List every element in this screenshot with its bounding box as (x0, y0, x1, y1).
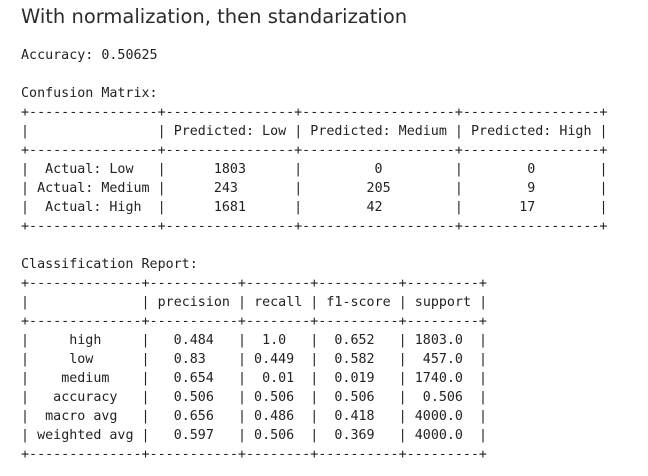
classification-report-table: +--------------+-----------+--------+---… (21, 274, 487, 464)
confusion-matrix-cell: 0 (527, 162, 536, 177)
report-border: +--------------+-----------+--------+---… (21, 276, 487, 291)
confusion-matrix-border: +----------------+----------------+-----… (21, 219, 608, 234)
report-cell: 0.506 (422, 390, 463, 405)
report-row: | medium | 0.654 | 0.01 | 0.019 | 1740.0… (21, 371, 488, 386)
report-cell: 0.019 (334, 371, 375, 386)
confusion-matrix-cell: Predicted: High (471, 124, 592, 139)
report-cell: 0.506 (254, 390, 295, 405)
confusion-matrix-cell: 0 (374, 162, 383, 177)
report-cell: high (69, 333, 102, 348)
page-title: With normalization, then standarization (21, 5, 408, 28)
report-cell: 0.582 (334, 352, 375, 367)
report-cell: 0.506 (334, 390, 375, 405)
report-row: | low | 0.83 | 0.449 | 0.582 | 457.0 | (21, 352, 488, 367)
report-cell: precision (157, 295, 230, 310)
confusion-matrix-cell: Actual: Medium (37, 181, 150, 196)
confusion-matrix-title: Confusion Matrix: (21, 86, 158, 101)
report-border: +--------------+-----------+--------+---… (21, 447, 487, 462)
report-cell: 4000.0 (414, 409, 463, 424)
confusion-matrix-cell: Actual: Low (45, 162, 134, 177)
report-row: | macro avg | 0.656 | 0.486 | 0.418 | 40… (21, 409, 488, 424)
report-cell: 0.597 (173, 428, 214, 443)
accuracy-value: 0.50625 (101, 48, 158, 63)
confusion-matrix-row: | Actual: Medium | 243 | 205 | 9 | (21, 181, 608, 196)
report-row: | high | 0.484 | 1.0 | 0.652 | 1803.0 | (21, 333, 488, 348)
confusion-matrix-cell: Actual: High (45, 200, 142, 215)
classification-report-title: Classification Report: (21, 257, 198, 272)
confusion-matrix-cell: 9 (527, 181, 536, 196)
confusion-matrix-table: +----------------+----------------+-----… (21, 103, 608, 236)
confusion-matrix-cell: 17 (519, 200, 536, 215)
report-header-row: | | precision | recall | f1-score | supp… (21, 295, 488, 310)
report-cell: 0.449 (254, 352, 295, 367)
report-cell: 0.654 (173, 371, 214, 386)
accuracy-line: Accuracy: 0.50625 (21, 46, 158, 65)
confusion-matrix-header-row: | | Predicted: Low | Predicted: Medium |… (21, 124, 608, 139)
report-cell: 0.506 (173, 390, 214, 405)
confusion-matrix-border: +----------------+----------------+-----… (21, 143, 608, 158)
report-cell: 0.418 (334, 409, 375, 424)
report-cell: recall (254, 295, 303, 310)
report-cell: 0.01 (262, 371, 295, 386)
report-cell: f1-score (326, 295, 391, 310)
confusion-matrix-cell: 42 (366, 200, 383, 215)
report-cell: 0.486 (254, 409, 295, 424)
confusion-matrix-cell: 243 (213, 181, 238, 196)
report-cell: 0.656 (173, 409, 214, 424)
report-cell: 1803.0 (414, 333, 463, 348)
report-border: +--------------+-----------+--------+---… (21, 314, 487, 329)
report-cell: 0.652 (334, 333, 375, 348)
report-cell: 1.0 (262, 333, 287, 348)
report-cell: medium (61, 371, 110, 386)
report-cell: 0.506 (254, 428, 295, 443)
confusion-matrix-row: | Actual: Low | 1803 | 0 | 0 | (21, 162, 608, 177)
report-row: | accuracy | 0.506 | 0.506 | 0.506 | 0.5… (21, 390, 488, 405)
report-cell: accuracy (53, 390, 118, 405)
confusion-matrix-cell: 1681 (213, 200, 246, 215)
report-cell: low (69, 352, 94, 367)
report-cell: 4000.0 (414, 428, 463, 443)
confusion-matrix-cell: 205 (366, 181, 391, 196)
report-cell: 0.83 (173, 352, 206, 367)
confusion-matrix-cell: Predicted: Low (173, 124, 287, 139)
report-cell: 1740.0 (414, 371, 463, 386)
report-cell: support (414, 295, 472, 310)
confusion-matrix-cell: Predicted: Medium (310, 124, 447, 139)
report-cell: 0.369 (334, 428, 375, 443)
report-cell: 0.484 (173, 333, 214, 348)
report-cell: 457.0 (422, 352, 463, 367)
confusion-matrix-cell: 1803 (213, 162, 246, 177)
confusion-matrix-border: +----------------+----------------+-----… (21, 105, 608, 120)
report-cell: weighted avg (37, 428, 134, 443)
confusion-matrix-row: | Actual: High | 1681 | 42 | 17 | (21, 200, 608, 215)
accuracy-label: Accuracy: (21, 48, 94, 63)
report-cell: macro avg (45, 409, 118, 424)
report-row: | weighted avg | 0.597 | 0.506 | 0.369 |… (21, 428, 488, 443)
